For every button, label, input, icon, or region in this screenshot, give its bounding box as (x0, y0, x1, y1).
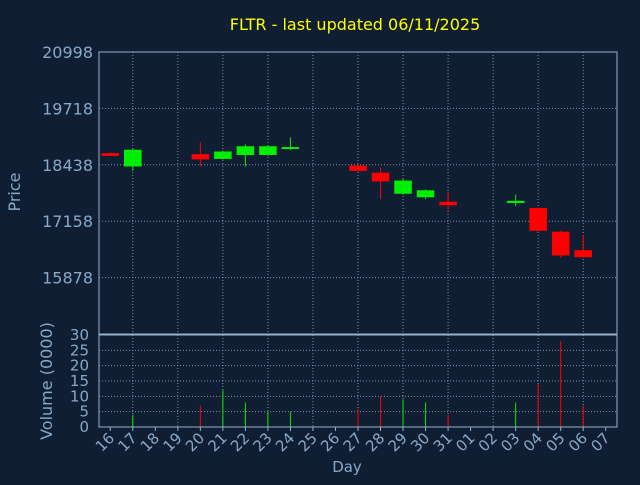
x-axis-label: Day (332, 458, 362, 476)
x-tick-label-07: 07 (587, 429, 613, 455)
volume-axis-label: Volume (0000) (37, 322, 56, 440)
candle-body-20 (191, 154, 210, 160)
price-panel-frame (98, 51, 618, 335)
volume-tick-label: 30 (70, 326, 89, 344)
marks-layer (101, 137, 593, 427)
volume-tick-label: 10 (70, 387, 89, 405)
price-tick-label: 19718 (42, 99, 93, 118)
volume-tick-label: 15 (70, 372, 89, 390)
candle-body-28 (371, 172, 390, 182)
candle-body-21 (214, 151, 232, 159)
candle-body-16 (101, 153, 120, 156)
chart-title: FLTR - last updated 06/11/2025 (230, 15, 481, 34)
candle-body-30 (416, 190, 435, 198)
candle-body-27 (349, 165, 367, 171)
candle-body-04 (529, 207, 547, 231)
price-tick-label: 15878 (42, 269, 93, 288)
grid-layer (99, 51, 617, 428)
candle-body-29 (394, 180, 412, 194)
volume-tick-label: 20 (70, 357, 89, 375)
price-tick-label: 20998 (42, 43, 93, 62)
candle-body-03 (506, 200, 525, 204)
candle-body-05 (551, 231, 570, 256)
price-axis-label: Price (5, 172, 24, 211)
candle-body-23 (259, 146, 277, 156)
volume-tick-label: 25 (70, 341, 89, 359)
candle-body-24 (281, 147, 300, 150)
volume-tick-label: 5 (79, 403, 89, 421)
price-tick-label: 18438 (42, 156, 93, 175)
candle-body-22 (236, 146, 255, 156)
candle-body-17 (123, 149, 142, 167)
price-tick-label: 17158 (42, 212, 93, 231)
candle-body-31 (439, 201, 457, 206)
candle-body-06 (574, 250, 593, 258)
volume-tick-label: 0 (79, 418, 89, 436)
